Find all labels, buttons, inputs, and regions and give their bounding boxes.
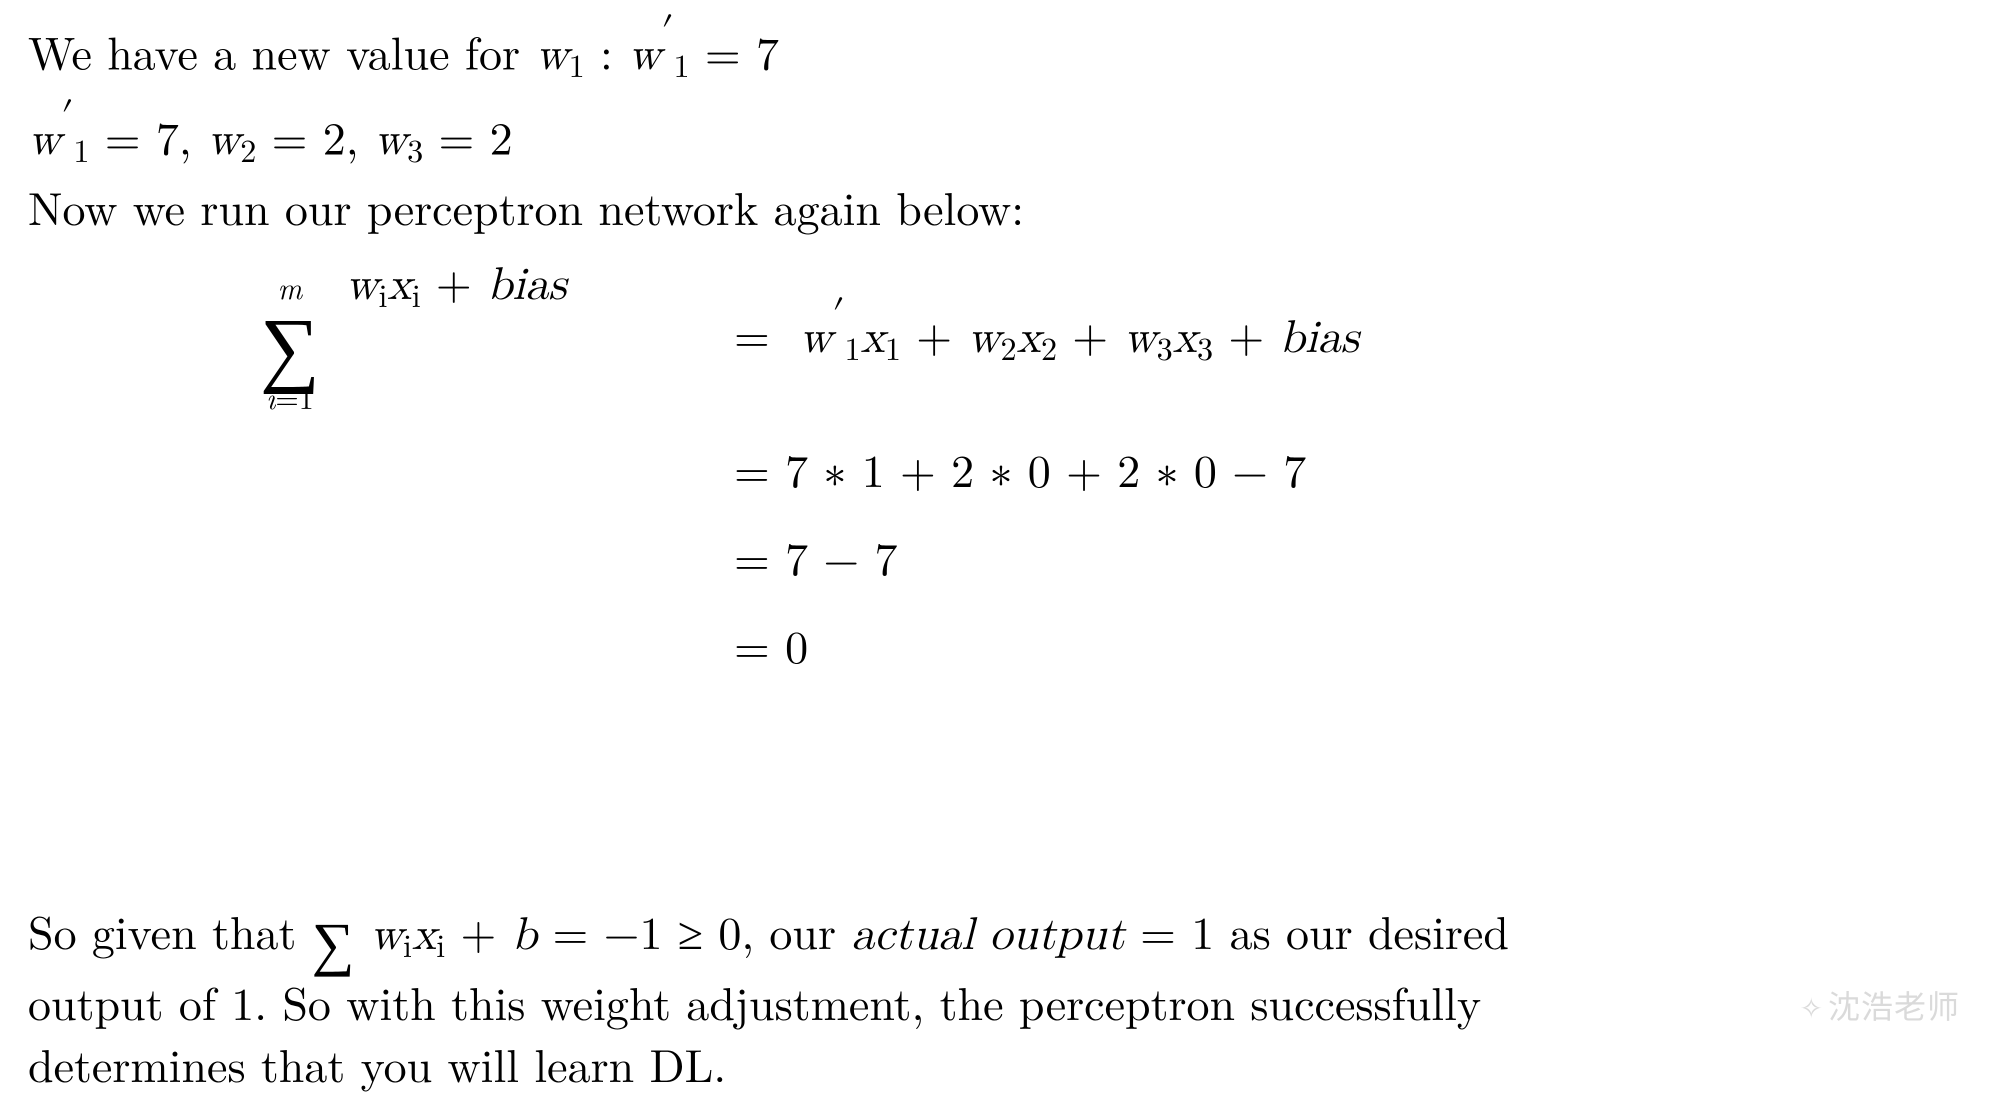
r1-x2: x: [1017, 315, 1041, 361]
r1-bias: bias: [1279, 315, 1359, 361]
colon: :: [585, 18, 628, 83]
watermark-icon: ✧: [1800, 993, 1824, 1024]
r1-x3s: 3: [1197, 335, 1213, 367]
w2-sub: 2: [240, 137, 256, 169]
w1p: w: [28, 117, 61, 163]
conclusion-paragraph: So given that ∑ wixi + b = −1 ≥ 0, our a…: [28, 900, 1972, 1095]
equation-block: m ∑ i=1 wixi + bias = w′1x1 + w2x2 + w3x…: [260, 250, 1740, 702]
c-x: x: [412, 912, 436, 958]
equation-rhs-1: = w′1x1 + w2x2 + w3x3 + bias: [720, 288, 1359, 373]
c-aoeq: = 1 as our desired: [1125, 898, 1509, 963]
r1-s1: 1: [845, 335, 861, 367]
r1-s2: 2: [1001, 335, 1017, 367]
v1: = 7,: [89, 103, 207, 168]
v3: = 2: [423, 103, 512, 168]
conclusion-line-1: So given that ∑ wixi + b = −1 ≥ 0, our a…: [28, 900, 1972, 971]
c-b: b: [512, 912, 538, 958]
r1-x2s: 2: [1041, 335, 1057, 367]
intro-line-3: Now we run our perceptron network again …: [28, 176, 1968, 238]
sub-1b: 1: [673, 52, 689, 84]
equation-row-3: = 7 − 7: [260, 526, 1740, 588]
var-w: w: [535, 32, 568, 78]
equation-row-1: m ∑ i=1 wixi + bias = w′1x1 + w2x2 + w3x…: [260, 250, 1740, 412]
sigma-symbol: ∑: [260, 304, 320, 380]
lhs-bias: bias: [487, 262, 567, 308]
equation-rhs-4: = 0: [720, 614, 808, 676]
sigma-lower: i=1: [266, 382, 314, 412]
sig-1: 1: [299, 375, 314, 418]
equation-row-2: = 7 ∗ 1 + 2 ∗ 0 + 2 ∗ 0 − 7: [260, 438, 1740, 500]
lhs-xi: i: [412, 282, 421, 314]
r1-p2: +: [1057, 315, 1123, 361]
c-actual-output: actual output: [851, 912, 1124, 958]
c-plus: +: [445, 898, 511, 963]
c-xi: i: [436, 932, 445, 964]
r1-p1: +: [901, 315, 967, 361]
lhs-plus: +: [421, 262, 487, 308]
lhs-x: x: [387, 262, 411, 308]
r1-x3: x: [1173, 315, 1197, 361]
conclusion-line-2: output of 1. So with this weight adjustm…: [28, 971, 1972, 1033]
intro-line-2: w′1 = 7, w2 = 2, w3 = 2: [28, 91, 1968, 176]
intro-text-1: We have a new value for: [28, 18, 535, 83]
var-w-prime: w: [628, 32, 661, 78]
sigma-icon: m ∑ i=1: [260, 272, 320, 412]
watermark: ✧沈浩老师: [1800, 986, 1960, 1029]
r1-w3: w: [1123, 315, 1156, 361]
c-w: w: [370, 912, 403, 958]
r1-p3: +: [1213, 315, 1279, 361]
w1p-sub: 1: [73, 137, 89, 169]
equation-rhs-3: = 7 − 7: [720, 526, 898, 588]
w3: w: [374, 117, 407, 163]
w3-sub: 3: [407, 137, 423, 169]
equation-lhs: m ∑ i=1 wixi + bias: [260, 250, 720, 412]
equation-rhs-2: = 7 ∗ 1 + 2 ∗ 0 + 2 ∗ 0 − 7: [720, 438, 1306, 500]
r1-w2: w: [967, 315, 1000, 361]
equation-row-4: = 0: [260, 614, 1740, 676]
sub-1: 1: [569, 52, 585, 84]
v2: = 2,: [256, 103, 374, 168]
document-page: We have a new value for w1 : w′1 = 7 w′1…: [0, 0, 2000, 1109]
lhs-expr: wixi + bias: [345, 262, 566, 308]
r1-x1: x: [861, 315, 885, 361]
intro-paragraph: We have a new value for w1 : w′1 = 7 w′1…: [28, 6, 1968, 238]
lhs-w: w: [345, 262, 378, 308]
r1-x1s: 1: [885, 335, 901, 367]
conclusion-line-3: determines that you will learn DL.: [28, 1033, 1972, 1095]
prime: ′: [661, 12, 673, 52]
eq-7: = 7: [690, 18, 779, 83]
w2: w: [207, 117, 240, 163]
intro-line-1: We have a new value for w1 : w′1 = 7: [28, 6, 1968, 91]
watermark-text: 沈浩老师: [1828, 989, 1960, 1025]
r1-s3: 3: [1157, 335, 1173, 367]
c-cond: = −1 ≥ 0, our: [537, 898, 851, 963]
eq-sign-1: =: [720, 301, 784, 366]
r1-prime: ′: [832, 294, 844, 334]
c-t1: So given that: [28, 898, 312, 963]
sig-eq: =: [275, 375, 298, 418]
c-wi: i: [403, 932, 412, 964]
r1-w1: w: [799, 315, 832, 361]
sig-i: i: [266, 375, 275, 418]
w1p-prime: ′: [61, 97, 73, 137]
